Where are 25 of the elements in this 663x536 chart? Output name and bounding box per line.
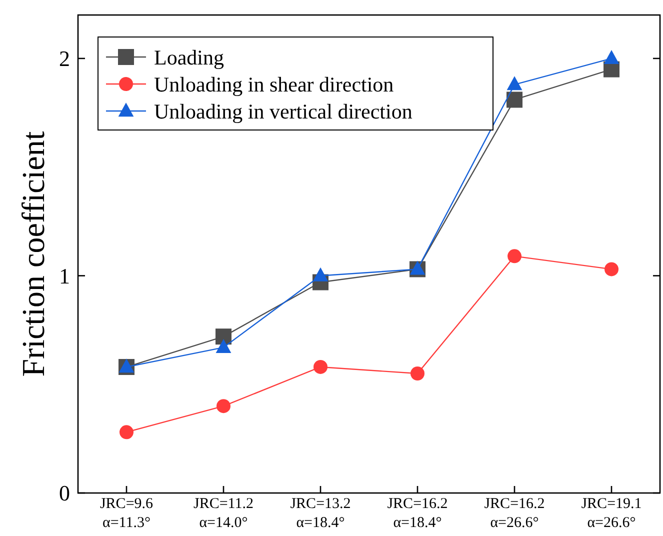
y-axis-title: Friction coefficient [15, 131, 51, 377]
point [508, 249, 522, 264]
y-tick-label: 0 [59, 480, 70, 506]
point [506, 92, 522, 108]
y-tick-label: 2 [59, 46, 70, 72]
point [216, 328, 232, 345]
y-tick-label: 1 [59, 263, 70, 288]
x-tick-label: JRC=13.2 α=18.4° [290, 496, 351, 531]
point [604, 50, 620, 64]
x-tick-label: JRC=19.1 α=26.6° [581, 496, 642, 531]
x-tick-label: JRC=16.2 α=26.6° [484, 496, 545, 531]
point [604, 262, 618, 276]
point [216, 399, 230, 414]
point [312, 267, 328, 282]
point [410, 366, 424, 380]
point [506, 76, 522, 90]
legend-label: Unloading in shear direction [154, 72, 394, 96]
point [216, 339, 232, 354]
x-tick-label: JRC=11.2 α=14.0° [194, 496, 254, 531]
x-tick-label: JRC=16.2 α=18.4° [387, 496, 448, 531]
x-tick-label: JRC=9.6 α=11.3° [100, 496, 154, 531]
legend-label: Unloading in vertical direction [154, 99, 413, 124]
legend-label: Loading [154, 45, 224, 70]
point [314, 360, 328, 374]
point [120, 425, 134, 440]
